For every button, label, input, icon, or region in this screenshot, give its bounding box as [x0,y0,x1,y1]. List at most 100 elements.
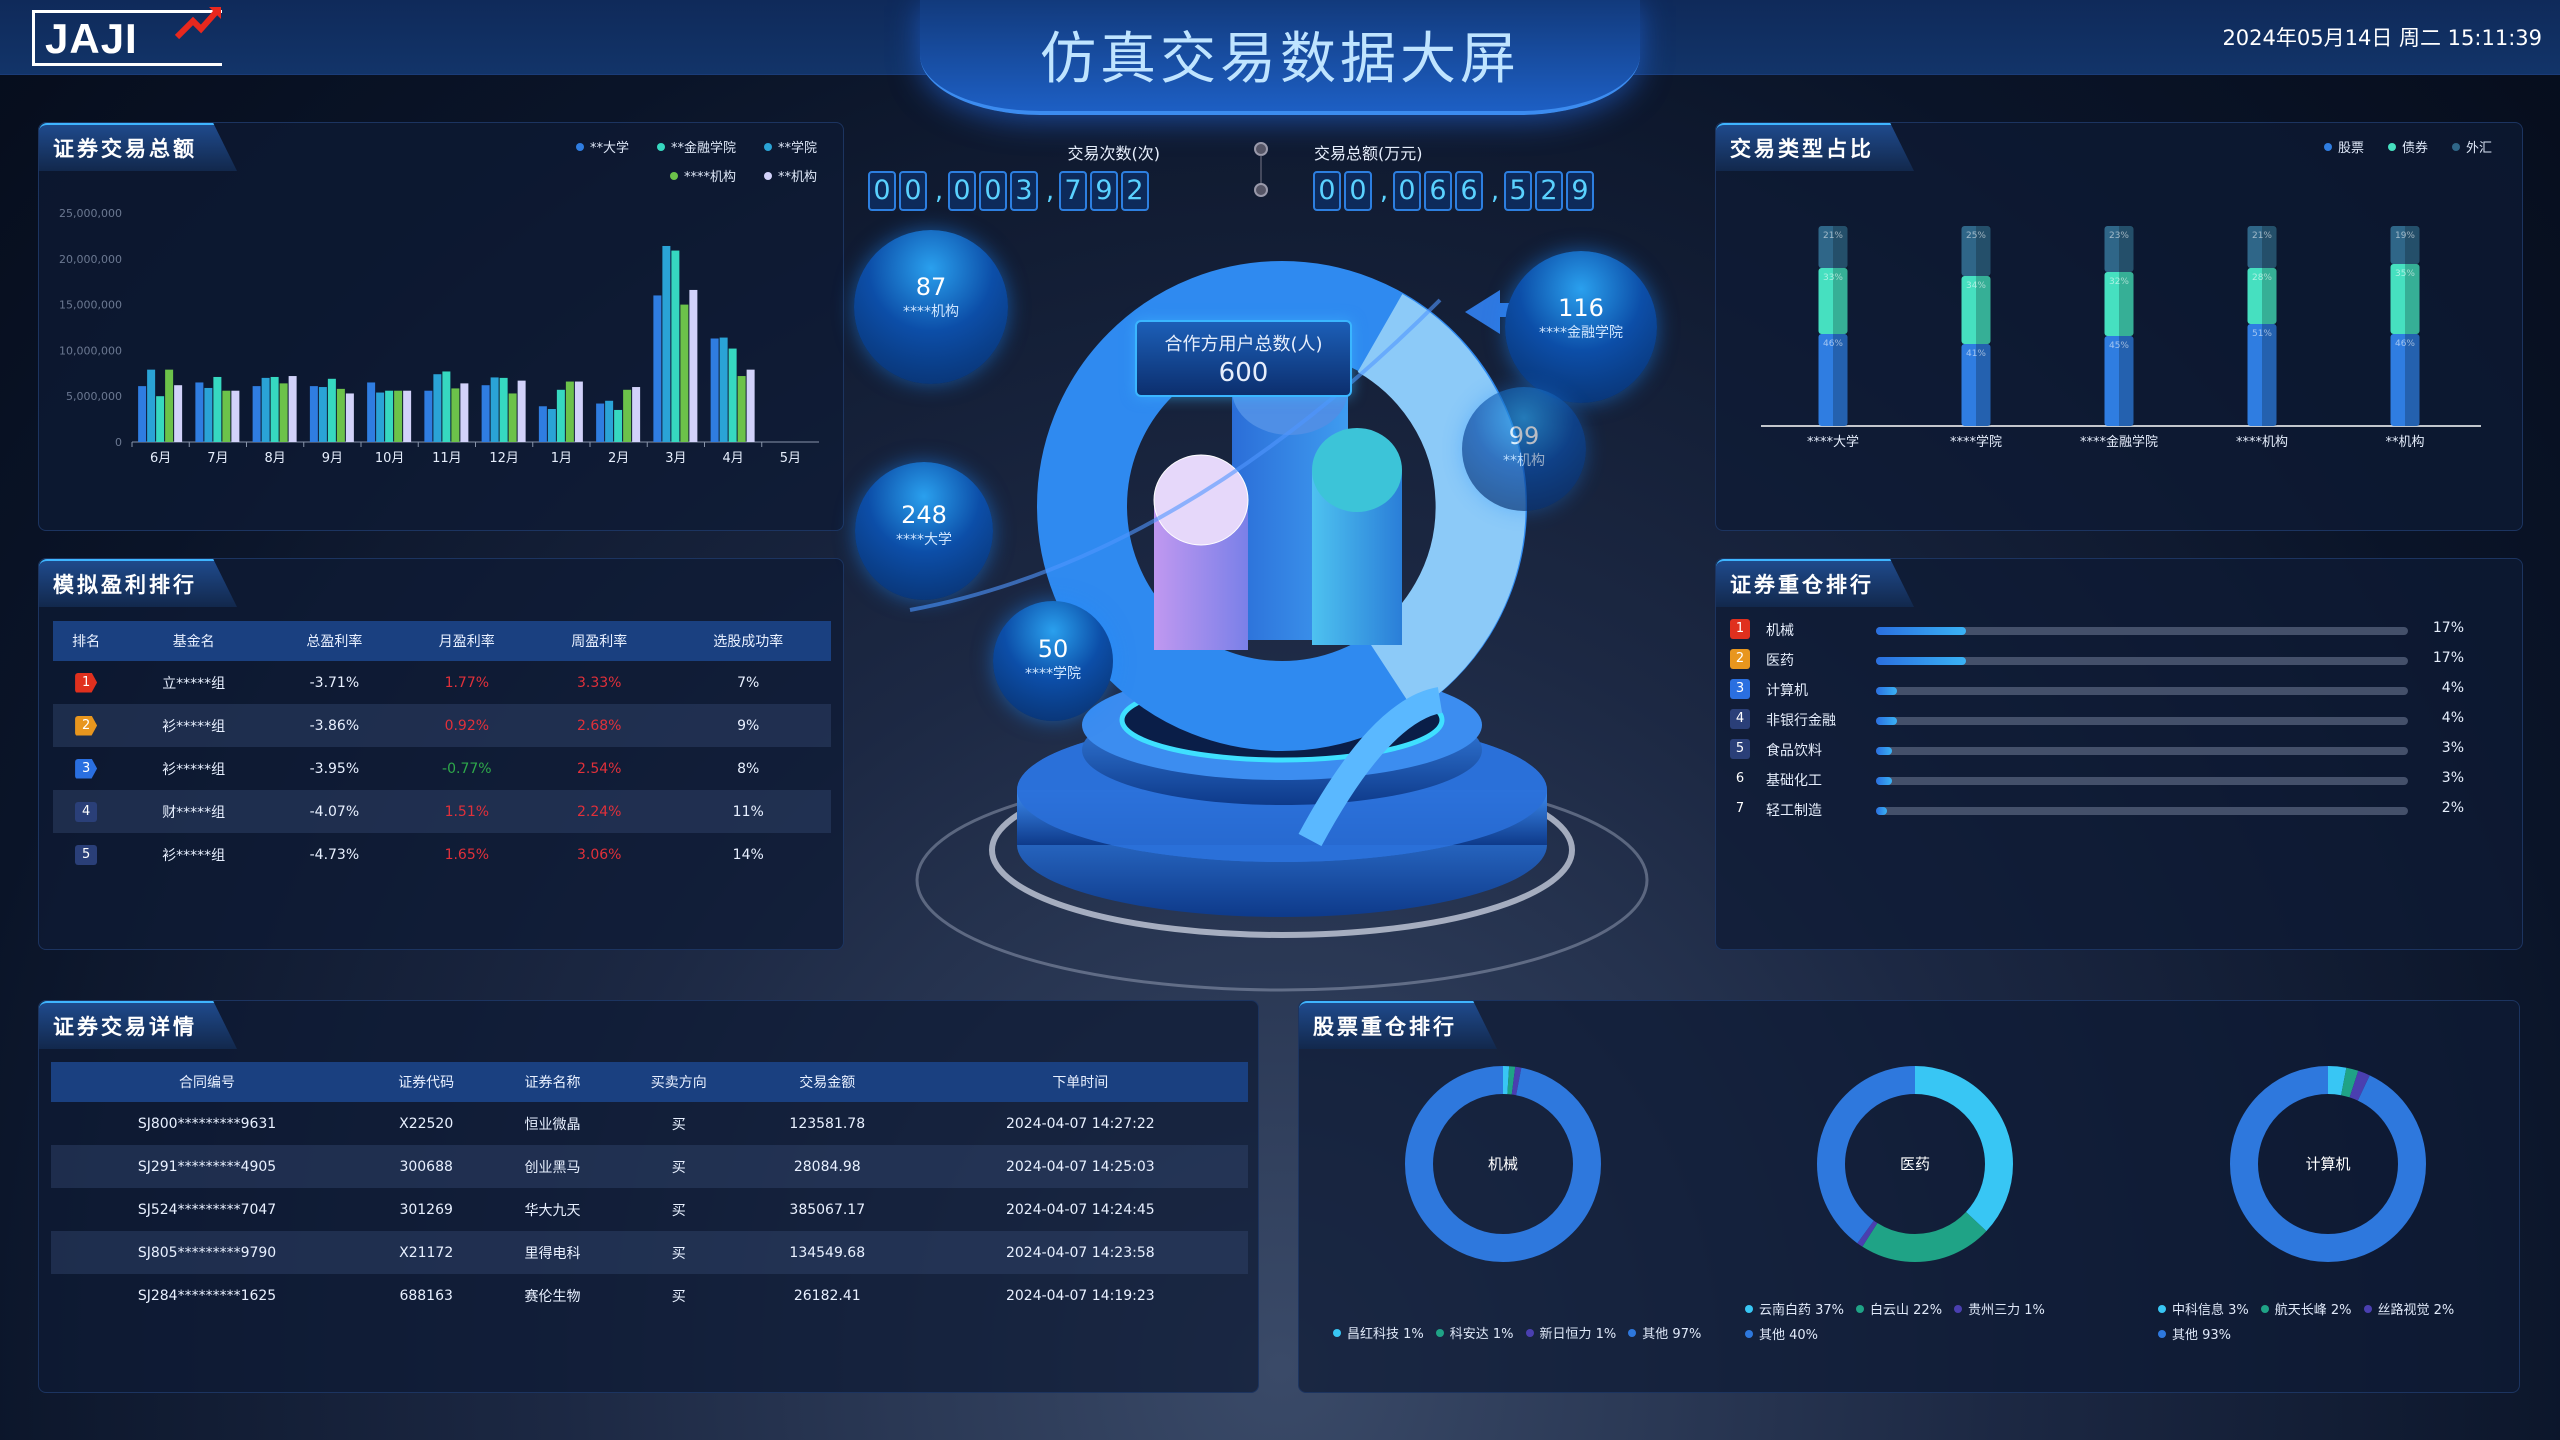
stack-segment-shade [2405,226,2420,264]
rank-item: 7 轻工制造 2% [1716,797,2524,827]
legend-label: **学院 [777,141,817,156]
bar [662,245,671,442]
bar [147,369,156,442]
x-tick-label: 8月 [264,451,285,466]
x-tick-label: ****大学 [1807,434,1859,450]
security-name: 赛伦生物 [524,1288,581,1305]
success-rate: 14% [732,846,764,863]
bar [279,383,288,442]
legend-dot [763,142,772,151]
rank-percent: 17% [2432,650,2464,666]
bar [174,385,183,442]
rank-item: 5 食品饮料 3% [1716,737,2524,767]
table-row[interactable]: SJ284*********1625 688163 赛伦生物 买 26182.41 202… [51,1274,1248,1317]
stack-segment [2247,226,2277,268]
column-header: 总盈利率 [268,621,401,661]
bubble-****学院: 50 ****学院 [993,601,1113,721]
bar [556,389,565,442]
legend-dot [2260,1304,2269,1313]
stack-segment [1818,334,1848,426]
legend-dot [2158,1304,2166,1313]
rank-badge: 5 [75,844,98,865]
stack-segment-shade [2405,334,2420,426]
legend-label: 其他 40% [1759,1328,1819,1343]
success-rate: 9% [665,704,831,747]
donut-center-label: 计算机 [2305,1155,2350,1173]
type-ratio-panel: 交易类型占比 股票 债券 外汇 46% 33% 21% ****大学 41% 34% 25% **… [1715,122,2523,531]
donut-slice [1405,1066,1601,1262]
data-label: 32% [2109,277,2129,287]
profit-rank-table: 排名 基金名 总盈利率 月盈利率 周盈利率 选股成功率 1 立*****组 -3.71% 1.77… [53,621,831,876]
bar [547,409,556,442]
legend-label: 丝路视觉 2% [2377,1303,2455,1318]
bubble-****金融学院: 116 ****金融学院 [1505,251,1657,403]
bar [442,371,451,442]
table-row[interactable]: SJ524*********7047 301269 华大九天 买 385067.17 20… [51,1188,1248,1231]
y-tick-label: 0 [115,436,122,449]
bar [737,376,746,442]
table-row[interactable]: SJ291*********4905 300688 创业黑马买 28084.98 202… [51,1145,1248,1188]
table-row: 4 财*****组 -4.07% 1.51% 2.24% 11% [53,790,831,833]
panel-title: 股票重仓排行 [1299,1001,1497,1049]
legend-label: 债券 [2401,141,2428,156]
bar [345,393,354,442]
legend-item: 丝路视觉 2% [2363,1299,2455,1318]
rank-name: 机械 [1766,623,1794,639]
bar [596,403,605,442]
panel-title: 模拟盈利排行 [39,559,237,607]
bar [728,348,737,442]
legend-item: 新日恒力 1% [1525,1323,1616,1342]
digit: 0 [1393,171,1421,211]
week-rate: 2.24% [533,790,666,833]
rank-percent: 2% [2441,800,2464,816]
legend-item: 债券 [2387,137,2428,156]
bar [222,390,231,442]
y-tick-label: 5,000,000 [66,390,122,403]
data-label: 33% [1823,273,1843,283]
legend-item: 中科信息 3% [2158,1299,2249,1318]
column-header: 证券代码 [363,1062,490,1102]
donut-chart: 医药 [1817,1066,2013,1262]
total-rate: -3.71% [309,674,360,691]
amount: 28084.98 [741,1145,913,1188]
rank-cell: 4 [53,790,120,833]
digit: 0 [1344,171,1372,211]
digit: 0 [979,171,1007,211]
logo: JAJI [32,7,222,66]
stack-segment [1818,268,1848,334]
bar [195,382,204,442]
progress-fill [1876,687,1898,695]
stack-segment [2247,324,2277,426]
table-row[interactable]: SJ800*********9631 X22520 恒业微晶 买 123581.78 20… [51,1102,1248,1145]
column-header: 选股成功率 [665,621,831,661]
stack-segment [2104,272,2134,336]
legend-dot [656,142,665,151]
legend-dot [669,171,678,180]
bar [424,390,433,442]
trade-total-bar-chart: 0 5,000,000 10,000,000 15,000,000 20,000,000… [59,207,819,466]
stack-segment-shade [1976,226,1991,276]
progress-track [1876,777,2408,785]
donut-center-label: 机械 [1488,1155,1518,1173]
stack-segment-shade [1976,276,1991,344]
rank-item: 1 机械 17% [1716,617,2524,647]
total-rate: -4.73% [309,846,360,863]
x-tick-label: 1月 [551,451,572,466]
rank-badge: 2 [1730,649,1750,669]
rank-cell: 5 [53,833,119,876]
column-header: 周盈利率 [533,621,666,661]
rank-cell: 2 [53,704,120,747]
stack-segment [2247,268,2277,324]
bar [288,376,297,442]
bubble-label: ****机构 [903,304,959,321]
data-label: 45% [2109,341,2129,351]
bar [336,388,345,442]
table-row[interactable]: SJ805*********9790 X21172 里得电科买 134549.68 20… [51,1231,1248,1274]
rank-badge: 4 [75,801,98,822]
donut-chart: 计算机 [2230,1066,2426,1262]
stack-segment-shade [1833,334,1848,426]
stock-rank-panel: 股票重仓排行 机械 昌红科技 1% 科安达 1% 新日恒力 1% 其他 97% 医药 云南白… [1298,1000,2520,1393]
donut-slices [1817,1066,2013,1262]
bubble-**机构: 99 **机构 [1462,387,1586,511]
